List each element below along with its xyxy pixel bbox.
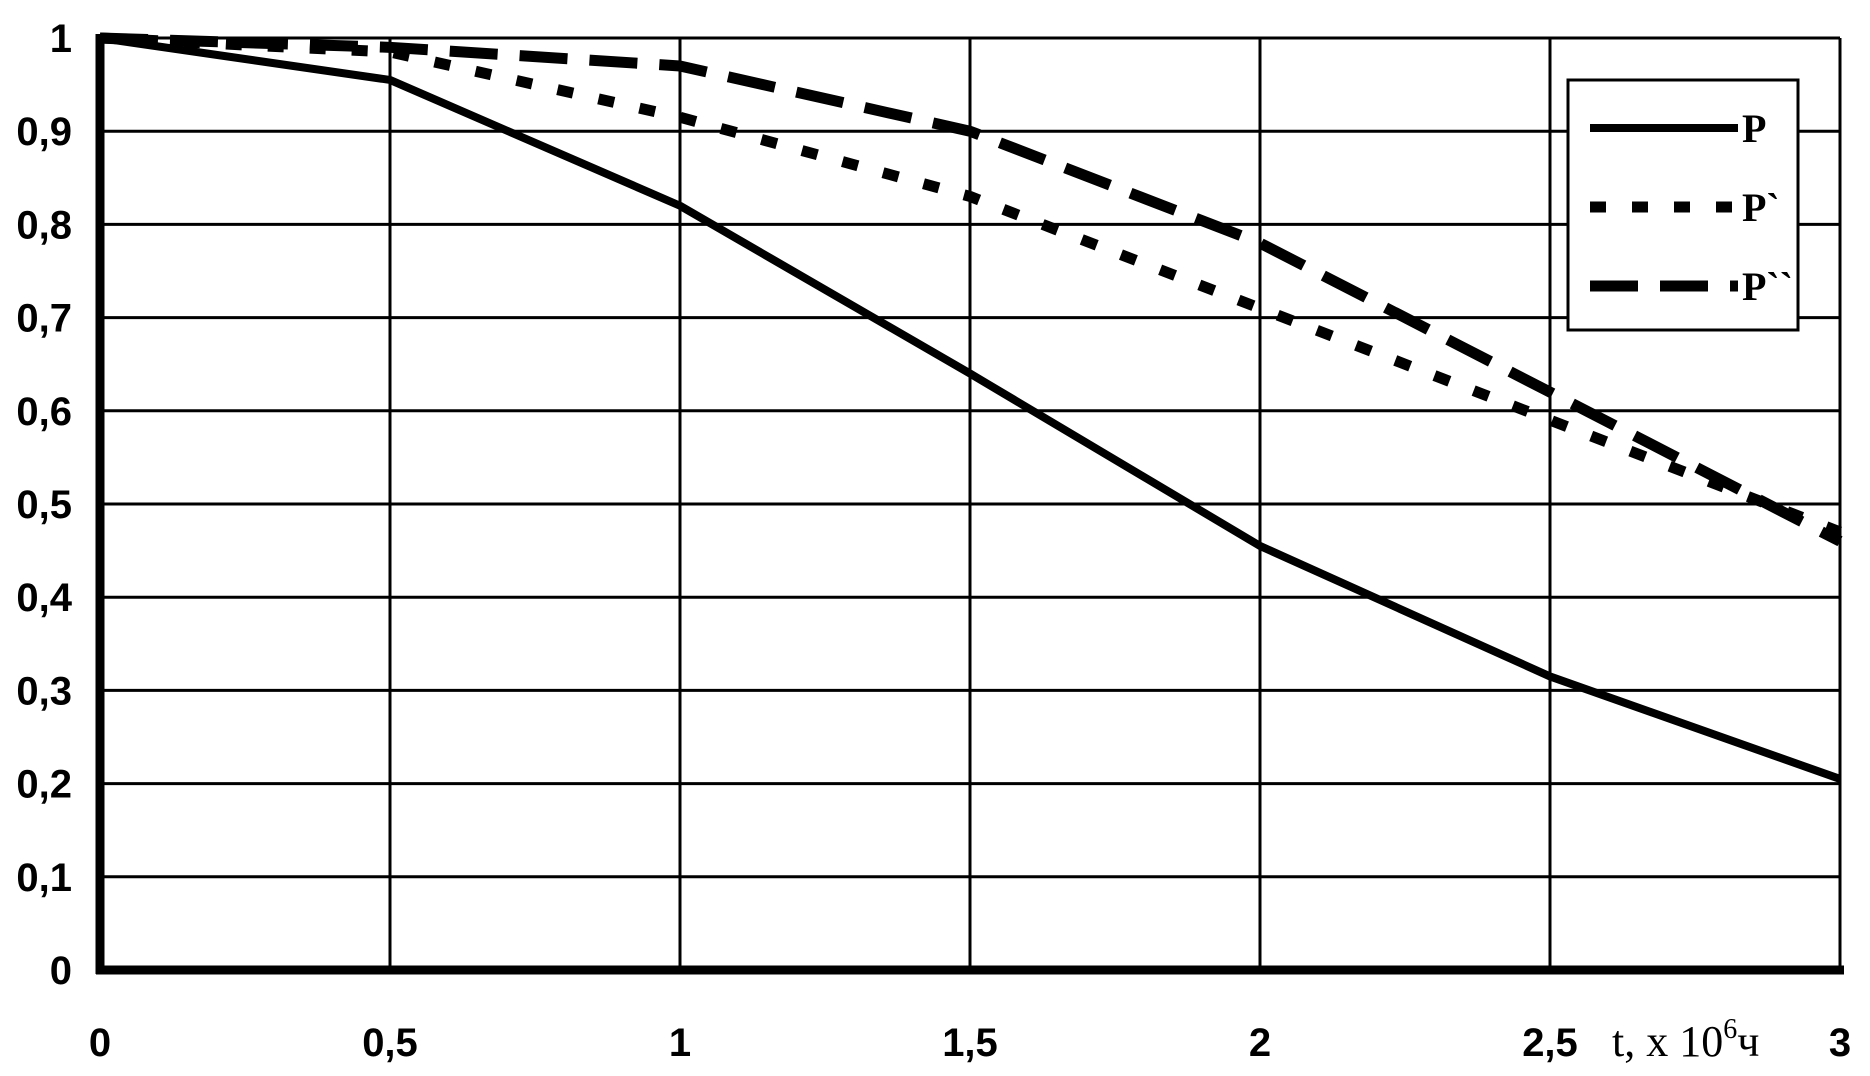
series-line-dotted xyxy=(99,32,1842,538)
series-line-dashed xyxy=(99,32,1843,547)
x-tick-labels: 0 0,5 1 1,5 2 2,5 3 xyxy=(89,1021,1851,1065)
legend-label: P xyxy=(1742,106,1766,151)
x-tick-label: 2,5 xyxy=(1522,1021,1578,1065)
x-tick-label: 0 xyxy=(89,1021,111,1065)
y-tick-labels: 0 0,1 0,2 0,3 0,4 0,5 0,6 0,7 0,8 0,9 1 xyxy=(16,17,72,993)
legend-label: P` xyxy=(1742,185,1780,230)
y-tick-label: 0,3 xyxy=(16,669,72,713)
axes xyxy=(95,34,1844,975)
y-tick-label: 1 xyxy=(50,17,72,61)
x-tick-label: 2 xyxy=(1249,1021,1271,1065)
y-tick-label: 0 xyxy=(50,949,72,993)
y-tick-label: 0,2 xyxy=(16,763,72,807)
y-tick-label: 0,8 xyxy=(16,203,72,247)
y-tick-label: 0,7 xyxy=(16,297,72,341)
legend: P P` P`` xyxy=(1566,78,1800,332)
x-axis-label: t, x 106ч xyxy=(1612,1014,1759,1066)
x-tick-label: 3 xyxy=(1829,1021,1851,1065)
series-line-solid xyxy=(99,34,1842,783)
y-tick-label: 0,5 xyxy=(16,483,72,527)
y-tick-label: 0,1 xyxy=(16,856,72,900)
x-tick-label: 0,5 xyxy=(362,1021,418,1065)
x-tick-label: 1,5 xyxy=(942,1021,998,1065)
y-tick-label: 0,9 xyxy=(16,110,72,154)
y-tick-label: 0,6 xyxy=(16,390,72,434)
legend-label: P`` xyxy=(1742,264,1793,309)
series-lines xyxy=(99,32,1843,783)
x-tick-label: 1 xyxy=(669,1021,691,1065)
y-tick-label: 0,4 xyxy=(16,576,72,620)
